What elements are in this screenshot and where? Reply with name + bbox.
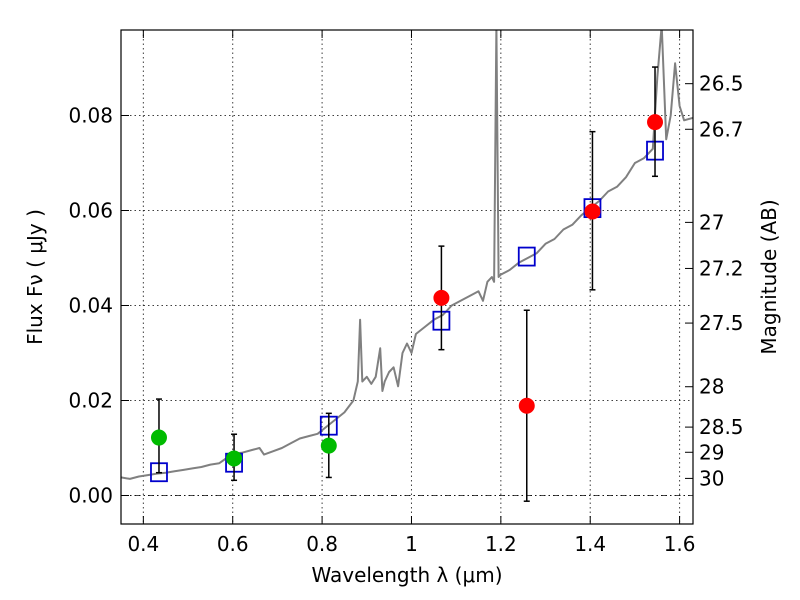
x-tick-label: 1: [405, 532, 418, 556]
x-tick-label: 1.6: [664, 532, 696, 556]
y-axis-left: 0.00 0.02 0.04 0.06 0.08: [68, 104, 129, 508]
y-axis-title: Flux Fν ( μJy ): [23, 209, 47, 345]
plot-area: [121, 30, 693, 502]
y-right-tick-label: 27.2: [699, 256, 744, 280]
model-square-marker: [517, 246, 536, 267]
optical-data-point: [226, 450, 243, 467]
y-right-tick-label: 27: [699, 210, 724, 234]
y-tick-label: 0.04: [68, 294, 113, 318]
optical-data-point: [320, 437, 337, 454]
x-tick-label: 1.2: [485, 532, 517, 556]
y-axis-right-title: Magnitude (AB): [757, 199, 781, 354]
y-tick-label: 0.06: [68, 199, 113, 223]
y-tick-label: 0.00: [68, 484, 113, 508]
y-tick-label: 0.02: [68, 389, 113, 413]
nir-data-point: [518, 397, 535, 414]
x-tick-label: 0.4: [127, 532, 159, 556]
x-tick-label: 1.4: [574, 532, 606, 556]
plot-frame: [120, 29, 694, 525]
optical-data-point: [150, 429, 167, 446]
y-right-tick-label: 28: [699, 375, 724, 399]
x-axis-title: Wavelength λ (μm): [311, 563, 502, 587]
y-right-tick-label: 27.5: [699, 311, 744, 335]
y-right-tick-label: 26.5: [699, 72, 744, 96]
y-right-tick-label: 30: [699, 466, 724, 490]
y-tick-label: 0.08: [68, 104, 113, 128]
x-axis: 0.4 0.6 0.8 1 1.2 1.4 1.6: [127, 30, 696, 556]
nir-data-point: [647, 114, 664, 131]
y-right-tick-label: 26.7: [699, 117, 744, 141]
y-right-tick-label: 28.5: [699, 415, 744, 439]
nir-data-point: [433, 289, 450, 306]
y-right-tick-label: 29: [699, 440, 724, 464]
x-tick-label: 0.6: [217, 532, 249, 556]
x-tick-label: 0.8: [306, 532, 338, 556]
nir-data-point: [584, 203, 601, 220]
